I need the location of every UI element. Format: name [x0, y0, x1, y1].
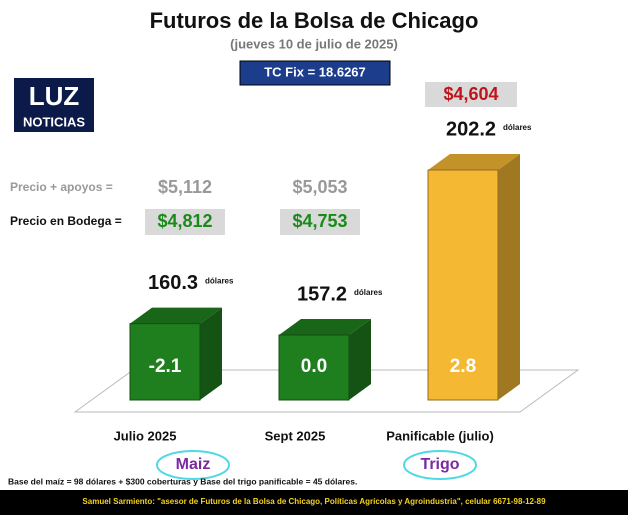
- bar-top: [130, 307, 222, 324]
- x-tick-label: Julio 2025: [114, 428, 177, 443]
- logo-bottom: NOTICIAS: [23, 114, 85, 129]
- bar-side: [498, 154, 520, 400]
- chart-title: Futuros de la Bolsa de Chicago: [150, 8, 479, 33]
- support-price: $5,053: [292, 177, 347, 197]
- bar: [129, 323, 201, 401]
- chart-subtitle: (jueves 10 de julio de 2025): [230, 36, 398, 51]
- value-label: 202.2: [446, 118, 496, 140]
- support-price: $5,112: [158, 177, 212, 197]
- price-box: [145, 209, 225, 235]
- value-label: 160.3: [148, 272, 198, 294]
- footer-bar: [0, 490, 628, 515]
- footer: Samuel Sarmiento: "asesor de Futuros de …: [82, 497, 546, 506]
- group-label: Maiz: [176, 456, 211, 473]
- change-label: -2.1: [149, 356, 182, 377]
- warehouse-price: $4,753: [292, 211, 347, 231]
- group-label: Trigo: [420, 456, 459, 473]
- note: Base del maíz = 98 dólares + $300 cobert…: [8, 476, 357, 486]
- bar-top: [428, 154, 520, 170]
- group-ellipse: [403, 450, 477, 480]
- x-tick-label: Panificable (julio): [386, 428, 494, 443]
- exchange-box: [239, 60, 391, 86]
- warehouse-price: $4,812: [157, 211, 212, 231]
- change-label: 0.0: [301, 356, 327, 377]
- logo: [14, 78, 94, 132]
- warehouse-price-label: Precio en Bodega =: [10, 214, 122, 228]
- unit-label: dólares: [205, 277, 234, 286]
- wheat-price: $4,604: [443, 84, 498, 104]
- x-tick-label: Sept 2025: [265, 428, 326, 443]
- unit-label: dólares: [503, 123, 532, 132]
- bar-top: [279, 319, 371, 335]
- exchange-rate: TC Fix = 18.6267: [264, 64, 366, 79]
- support-price-label: Precio + apoyos =: [10, 180, 113, 194]
- price-box: [280, 209, 360, 235]
- bar: [278, 334, 350, 401]
- bar-side: [200, 307, 222, 400]
- group-ellipse: [156, 450, 230, 480]
- change-label: 2.8: [450, 356, 476, 377]
- value-label: 157.2: [297, 283, 347, 305]
- unit-label: dólares: [354, 288, 383, 297]
- bar-side: [349, 319, 371, 400]
- bar: [427, 169, 499, 401]
- price-box: [425, 82, 517, 107]
- logo-top: LUZ: [29, 81, 80, 111]
